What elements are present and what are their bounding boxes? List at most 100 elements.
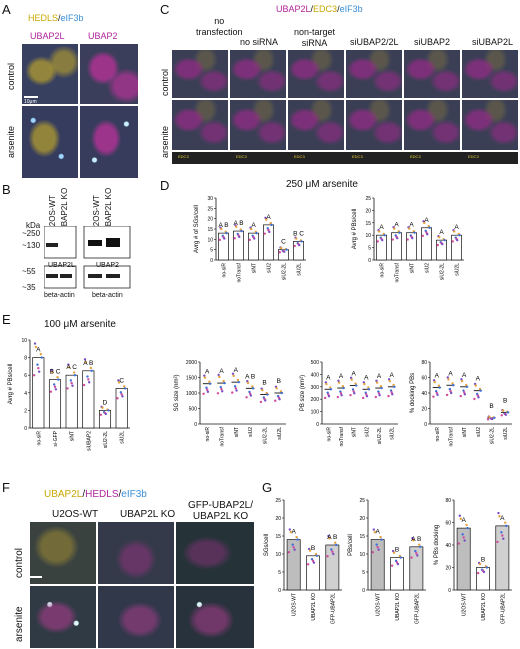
data-point	[465, 385, 469, 388]
data-point	[390, 391, 393, 394]
data-point	[34, 345, 38, 349]
data-point	[90, 369, 93, 372]
y-tick-label: 0	[368, 258, 371, 264]
data-point	[117, 381, 121, 384]
data-point	[355, 384, 358, 387]
data-point	[73, 374, 77, 377]
bar	[476, 567, 490, 591]
data-point	[448, 387, 452, 391]
panel-a-legend: HEDLS/eIF3b	[28, 14, 84, 23]
significance-letter: A	[375, 529, 380, 536]
data-point	[436, 393, 439, 397]
data-point	[308, 549, 312, 552]
legend-hedls: HEDLS	[28, 13, 59, 23]
bar	[65, 374, 78, 429]
y-tick-label: 1000	[186, 391, 197, 397]
data-point	[263, 232, 266, 235]
x-tick-label: noTransf	[395, 262, 401, 282]
data-point	[300, 240, 303, 243]
bar	[263, 224, 274, 261]
blot-label-actin-2: beta-actin	[92, 292, 123, 299]
y-tick-label: 100	[311, 410, 320, 416]
data-point	[458, 514, 461, 517]
data-point	[237, 380, 240, 384]
data-point	[490, 417, 494, 421]
data-point	[505, 524, 508, 528]
bar	[325, 544, 340, 591]
western-blots	[44, 226, 131, 289]
data-point	[235, 225, 238, 228]
panel-c-img-2-2	[230, 100, 286, 150]
x-tick-label: GFP-UBAP2L	[330, 593, 336, 624]
x-tick-label: siU2L	[277, 427, 283, 440]
data-point	[218, 238, 221, 242]
data-point	[83, 358, 87, 361]
bar	[115, 388, 128, 429]
data-point	[399, 556, 403, 559]
data-point	[393, 385, 396, 388]
data-point	[466, 526, 469, 530]
y-axis-label: Avrg # PBs/cell	[8, 364, 14, 405]
y-axis-label: PB size (nm²)	[300, 375, 306, 411]
bar	[248, 232, 259, 261]
panel-c-row-control: control	[160, 68, 170, 96]
x-tick-label: siU2-2L	[440, 263, 446, 280]
y-tick-label: 40	[421, 391, 427, 397]
significance-letter: A B	[83, 360, 93, 367]
data-point	[396, 562, 400, 566]
significance-letter: B	[481, 557, 485, 564]
panel-label-f: F	[2, 480, 10, 495]
data-point	[51, 371, 54, 374]
data-point	[462, 391, 466, 394]
data-point	[264, 399, 267, 402]
col-line: UBAP2L KO	[192, 511, 249, 522]
data-point	[415, 552, 418, 555]
data-point	[449, 391, 453, 395]
data-point	[70, 381, 73, 385]
data-point	[89, 366, 93, 370]
panel-c-img-2-5	[404, 100, 460, 150]
bar	[495, 525, 510, 591]
data-point	[53, 385, 57, 389]
data-point	[456, 238, 459, 242]
data-point	[67, 366, 71, 369]
bar	[48, 379, 62, 429]
x-tick-label: siNT	[252, 263, 258, 273]
data-point	[479, 389, 482, 392]
y-tick-label: 500	[311, 360, 320, 366]
panel-c-col-no-sirna: no siRNA	[240, 37, 279, 47]
data-point	[223, 381, 226, 385]
data-point	[376, 240, 379, 243]
data-point	[327, 395, 331, 398]
data-point	[37, 370, 41, 373]
significance-letter: A	[476, 376, 481, 383]
data-point	[278, 251, 281, 254]
scale-bar	[24, 96, 38, 98]
data-point	[473, 397, 476, 401]
data-point	[374, 395, 378, 399]
significance-letter: A	[205, 369, 210, 376]
legend-c-eif3b: eIF3b	[339, 4, 363, 14]
data-point	[388, 380, 391, 383]
data-point	[380, 538, 383, 541]
bar	[293, 241, 304, 261]
marker-55: ~55	[22, 267, 36, 276]
data-point	[493, 416, 496, 419]
bar	[370, 539, 385, 591]
marker-250: ~250	[22, 229, 41, 238]
y-tick-label: 5	[278, 570, 281, 576]
data-point	[392, 551, 396, 554]
x-tick-label: siU2L	[297, 263, 303, 276]
y-tick-label: 20	[359, 516, 365, 522]
y-tick-label: 40	[445, 543, 451, 549]
data-point	[233, 385, 237, 388]
data-point	[485, 566, 489, 569]
x-tick-label: U2OS-WT	[376, 593, 382, 616]
data-point	[325, 382, 328, 386]
data-point	[251, 387, 255, 390]
x-tick-label: siUBAP2	[86, 431, 92, 451]
significance-letter: A	[234, 367, 239, 374]
y-tick-label: 20	[275, 516, 281, 522]
data-point	[438, 235, 441, 239]
panel-c-row-arsenite: arsenite	[160, 125, 170, 158]
